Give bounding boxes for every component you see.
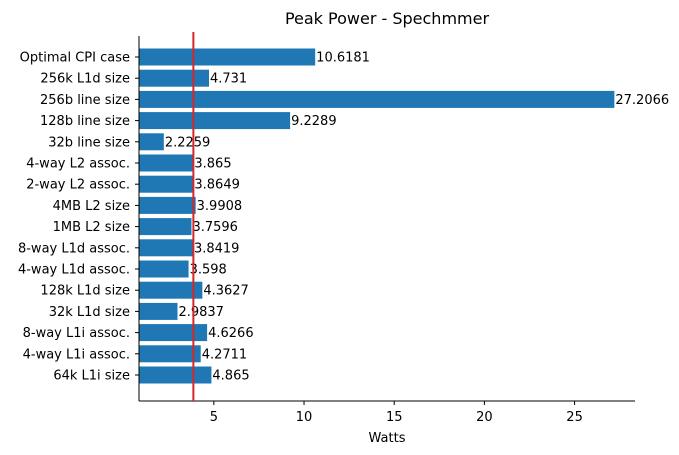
y-tick-label: 256k L1d size <box>40 72 130 87</box>
bar <box>139 69 209 87</box>
bar <box>139 112 291 130</box>
bar-value-label: 3.598 <box>190 263 227 278</box>
bar <box>139 260 189 278</box>
bar <box>139 175 194 193</box>
y-tick-label: 4-way L1d assoc. <box>18 263 130 278</box>
x-tick-label: 20 <box>476 410 493 425</box>
y-tick-label: 4-way L1i assoc. <box>23 347 130 362</box>
bar <box>139 218 192 236</box>
y-tick-label: 1MB L2 size <box>53 220 130 235</box>
x-axis-label: Watts <box>369 431 406 446</box>
y-tick-label: 128b line size <box>40 114 130 129</box>
y-tick-label: Optimal CPI case <box>20 51 130 66</box>
bar <box>139 196 196 214</box>
bar-value-label: 4.865 <box>212 369 249 384</box>
bar-value-label: 2.9837 <box>178 305 224 320</box>
bar-value-label: 4.2711 <box>202 347 248 362</box>
y-tick-label: 2-way L2 assoc. <box>26 178 130 193</box>
bar <box>139 154 194 172</box>
bar-value-label: 4.731 <box>210 72 247 87</box>
bar-value-label: 4.6266 <box>208 326 254 341</box>
bar-value-label: 10.6181 <box>316 51 370 66</box>
y-tick-label: 4MB L2 size <box>53 199 130 214</box>
bar-value-label: 2.2259 <box>165 135 211 150</box>
y-tick-label: 8-way L1i assoc. <box>23 326 130 341</box>
bar <box>139 324 208 342</box>
bar-value-label: 3.8649 <box>194 178 240 193</box>
y-tick-label: 32b line size <box>48 135 130 150</box>
bar-value-label: 4.3627 <box>203 284 249 299</box>
bar <box>139 90 615 108</box>
bar-value-label: 3.865 <box>194 157 231 172</box>
y-tick-label: 128k L1d size <box>40 284 130 299</box>
axes-layer <box>138 36 635 402</box>
bar-value-label: 9.2289 <box>291 114 337 129</box>
bar-value-label: 3.7596 <box>192 220 238 235</box>
bars-layer <box>139 48 615 384</box>
x-tick-label: 15 <box>386 410 403 425</box>
y-tick-label: 8-way L1d assoc. <box>18 241 130 256</box>
bar <box>139 48 316 66</box>
x-tick-label: 25 <box>566 410 583 425</box>
x-tick-label: 10 <box>296 410 313 425</box>
bar <box>139 133 164 151</box>
bar <box>139 366 212 384</box>
bar <box>139 239 193 257</box>
ticks-layer: Optimal CPI case 256k L1d size 256b line s… <box>18 51 583 426</box>
y-tick-label: 256b line size <box>40 93 130 108</box>
bar-value-label: 27.2066 <box>615 93 669 108</box>
x-tick-label: 5 <box>210 410 218 425</box>
y-tick-label: 64k L1i size <box>53 369 130 384</box>
chart-title: Peak Power - Spechmmer <box>285 9 490 28</box>
y-tick-label: 4-way L2 assoc. <box>26 157 130 172</box>
bar-value-label: 3.9908 <box>197 199 243 214</box>
bar-value-labels: 10.6181 4.731 27.2066 9.2289 2.2259 3.865 3.86… <box>165 51 669 384</box>
bar <box>139 302 178 320</box>
bar <box>139 281 203 299</box>
bar <box>139 345 201 363</box>
y-tick-label: 32k L1d size <box>49 305 130 320</box>
bar-value-label: 3.8419 <box>194 241 240 256</box>
